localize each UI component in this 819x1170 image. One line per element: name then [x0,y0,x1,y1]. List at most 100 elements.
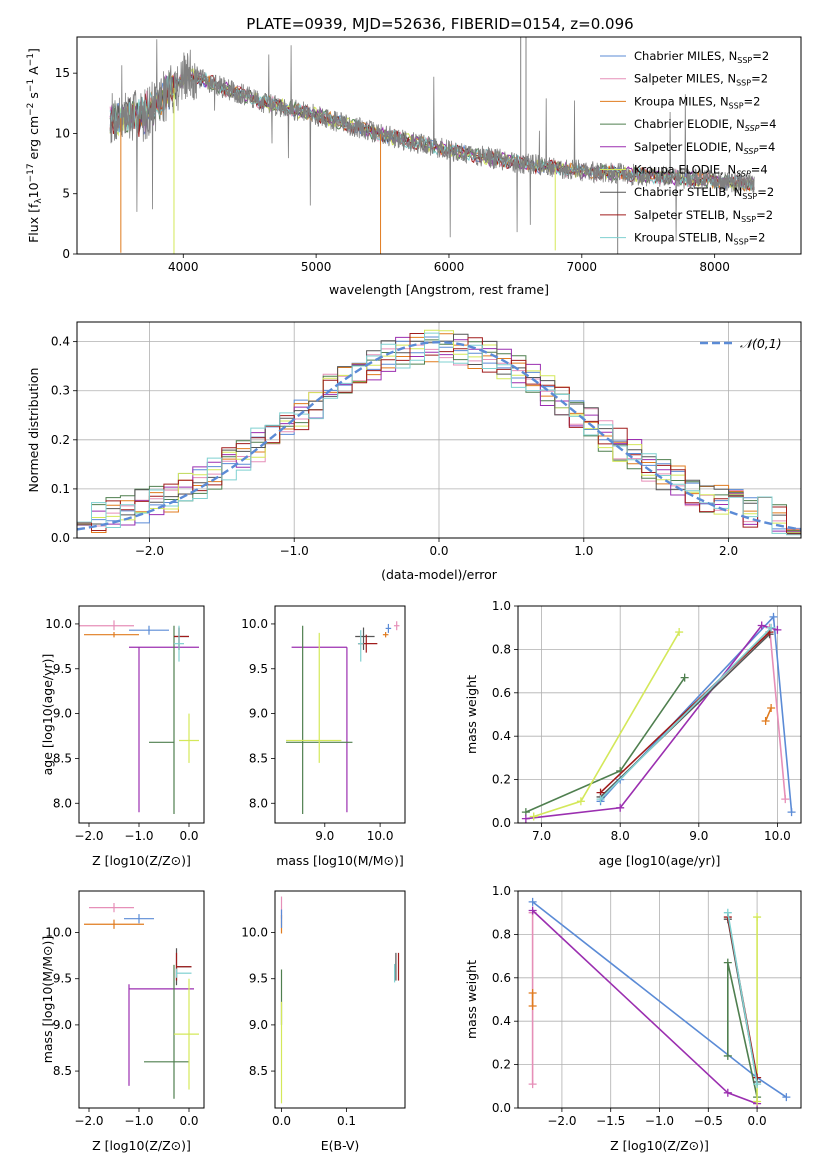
x-tick-label: −1.0 [645,1114,674,1128]
x-axis-label: Z [log10(Z/Z⊙)] [92,1138,191,1153]
panel-spectrum: 4000 5000 6000 7000 8000 0 5 10 15 wavelength [An… [26,36,802,297]
y-tick-label: 0.4 [492,1014,511,1028]
x-tick-label: −2.0 [74,829,103,843]
y-tick-label: 5 [62,187,70,201]
mass-weight-marker [675,628,684,637]
mass-weight-marker [782,1093,791,1102]
mass-weight-marker [616,803,625,812]
x-tick-label: 0.0 [748,1114,767,1128]
x-tick-label: −1.0 [280,544,309,558]
x-tick-label: −2.0 [135,544,164,558]
y-tick-label: 0.8 [492,642,511,656]
panel-age_vs_mass: 9.0 10.0 8.0 8.5 9.0 9.5 10.0 mass [log10(M/M⊙)… [241,605,406,868]
plot-area-massweight_vs_Z [528,897,791,1108]
y-tick-label: 0.2 [51,433,70,447]
y-tick-label: 0.0 [492,1101,511,1115]
mass-weight-marker [769,612,778,621]
y-tick-label: 0.0 [492,816,511,830]
mass-weight-marker [753,1097,762,1106]
plot-area-residuals [77,329,801,536]
x-axis-label: E(B-V) [321,1138,360,1153]
y-tick-label: 9.0 [53,707,72,721]
mass-weight-marker [767,623,776,632]
residual-histogram-step [77,329,801,533]
legend-entry: Kroupa ELODIE, NSSP=4 [634,163,768,179]
y-tick-label: 10.0 [241,926,268,940]
mass-weight-line [764,707,772,722]
legend-entry: Salpeter MILES, NSSP=2 [634,72,768,88]
mass-weight-marker [773,625,782,634]
mass-weight-line [727,962,758,1098]
x-tick-label: 8000 [699,260,730,274]
mass-weight-line [727,912,758,1085]
x-tick-label: 1.0 [574,544,593,558]
y-tick-label: 1.0 [492,599,511,613]
mass-weight-marker [528,988,537,997]
mass-weight-line [599,627,772,800]
spectrum-legend: Chabrier MILES, NSSP=2 Salpeter MILES, NS… [600,49,776,247]
y-tick-label: 10.0 [241,617,268,631]
x-tick-label: −2.0 [74,1114,103,1128]
mass-weight-marker [723,958,732,967]
legend-entry: Chabrier MILES, NSSP=2 [634,49,769,65]
y-tick-label: 8.5 [249,751,268,765]
y-tick-label: 8.0 [53,796,72,810]
mass-weight-marker [767,703,776,712]
mass-weight-marker [723,908,732,917]
x-axis-label: Z [log10(Z/Z⊙)] [610,1138,709,1153]
x-axis-label: Z [log10(Z/Z⊙)] [92,853,191,868]
mass-weight-marker [781,795,790,804]
normal-reference-curve [77,340,801,531]
mass-weight-marker [761,717,770,726]
mass-weight-line [599,631,771,794]
x-tick-label: 9.0 [315,829,334,843]
plot-area-age_vs_mass [286,621,400,815]
axes-frame [78,890,205,1109]
mass-weight-marker [528,906,537,915]
y-tick-label: 8.0 [249,796,268,810]
y-tick-label: 0.3 [51,384,70,398]
y-tick-label: 9.0 [249,707,268,721]
y-tick-label: 10.0 [45,926,72,940]
x-tick-label: −1.5 [596,1114,625,1128]
x-tick-label: 6000 [434,260,465,274]
panel-mass_vs_EBV: 0.0 0.1 8.5 9.0 9.5 10.0 E(B-V) [241,890,406,1153]
panel-massweight_vs_age: 7.0 8.0 9.0 10.0 0.0 0.2 0.4 0.6 0.8 1.0 age [log1… [464,599,802,868]
y-tick-label: 0 [62,247,70,261]
legend-entry: 𝒩(0,1) [740,336,782,351]
mass-weight-marker [787,808,796,817]
legend-entry: Salpeter STELIB, NSSP=2 [634,208,773,224]
y-tick-label: 0.2 [492,773,511,787]
x-tick-label: 8.0 [611,829,630,843]
y-tick-label: 10 [55,126,70,140]
legend-entry: Chabrier STELIB, NSSP=2 [634,185,774,201]
x-axis-label: (data-model)/error [381,567,498,582]
plot-area-massweight_vs_age [521,612,796,823]
x-tick-label: 7.0 [532,829,551,843]
plot-area-age_vs_Z [79,620,199,815]
mass-weight-marker [723,1088,732,1097]
axes-frame [517,605,802,824]
y-tick-label: 0.2 [492,1058,511,1072]
x-tick-label: 9.0 [689,829,708,843]
y-tick-label: 0.6 [492,686,511,700]
mass-weight-line [599,615,793,813]
mass-weight-marker [528,1002,537,1011]
axes-frame [78,605,205,824]
y-tick-label: 0.8 [492,927,511,941]
y-tick-label: 1.0 [492,884,511,898]
y-tick-label: 9.0 [249,1018,268,1032]
y-tick-label: 9.5 [53,972,72,986]
x-tick-label: 0.0 [272,1114,291,1128]
y-axis-label: Flux [fλ10−17 erg cm−2 s−1 A−1] [26,48,44,243]
y-tick-label: 9.5 [249,972,268,986]
panel-massweight_vs_Z: −2.0 −1.5 −1.0 −0.5 0.0 0.0 0.2 0.4 0.6 0.8 1.0 Z [… [464,884,802,1153]
y-tick-label: 9.5 [53,662,72,676]
x-axis-label: mass [log10(M/M⊙)] [276,853,404,868]
y-tick-label: 8.5 [249,1064,268,1078]
y-tick-label: 9.5 [249,662,268,676]
y-tick-label: 15 [55,66,70,80]
y-axis-label: mass weight [464,960,479,1039]
mass-weight-marker [680,673,689,682]
